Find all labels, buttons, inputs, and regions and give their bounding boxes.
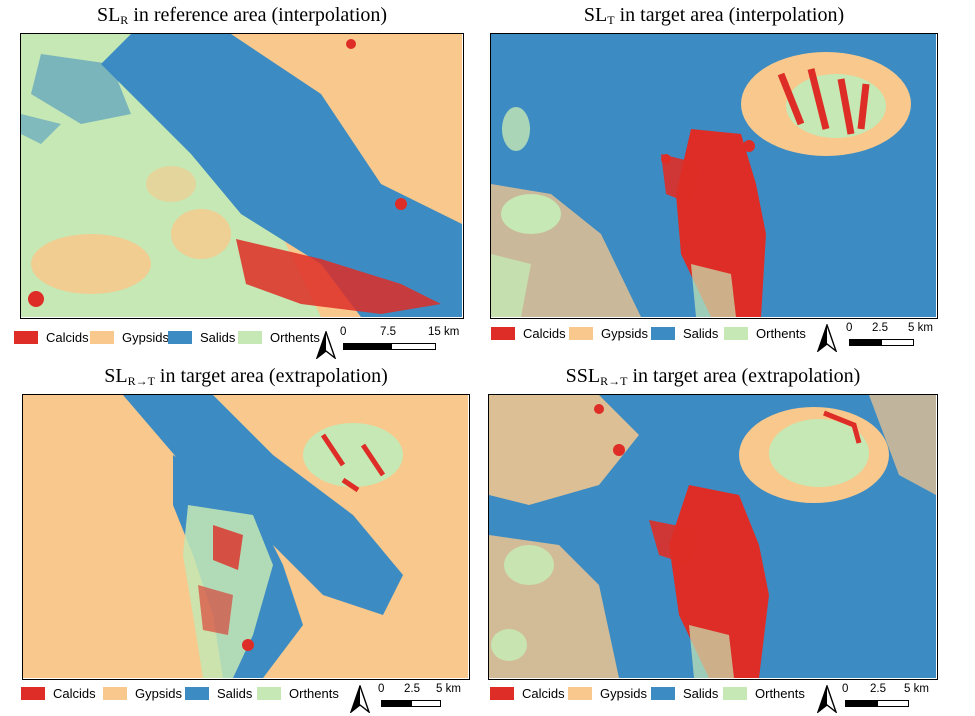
north-arrow-icon xyxy=(817,685,837,713)
panel-1-scale-bar: 0 7.5 15 km xyxy=(340,326,459,352)
panel-4-legend-gypsids: Gypsids xyxy=(568,686,647,701)
panel-2-legend-salids: Salids xyxy=(651,326,718,341)
panel-1-title: SLR in reference area (interpolation) xyxy=(96,4,388,27)
panel-2-title: SLT in target area (interpolation) xyxy=(583,4,845,27)
panel-1-map[interactable] xyxy=(20,33,464,319)
panel-1-legend-orthents: Orthents xyxy=(238,330,320,345)
orthents-swatch xyxy=(724,327,748,340)
north-arrow-icon xyxy=(817,324,837,352)
salids-swatch xyxy=(651,327,675,340)
calcids-swatch xyxy=(491,327,515,340)
salids-swatch xyxy=(168,331,192,344)
panel-2-legend-orthents: Orthents xyxy=(724,326,806,341)
panel-1-legend-calcids: Calcids xyxy=(14,330,89,345)
panel-3-map[interactable] xyxy=(22,394,470,680)
panel-1-legend-salids: Salids xyxy=(168,330,235,345)
panel-4-legend-orthents: Orthents xyxy=(723,686,805,701)
panel-2-legend-calcids: Calcids xyxy=(491,326,566,341)
calcids-swatch xyxy=(490,687,514,700)
panel-2-scale-bar: 0 2.5 5 km xyxy=(846,322,938,348)
panel-4-scale-bar: 0 2.5 5 km xyxy=(842,683,938,709)
orthents-swatch xyxy=(257,687,281,700)
gypsids-swatch xyxy=(569,327,593,340)
gypsids-swatch xyxy=(568,687,592,700)
panel-3-legend-orthents: Orthents xyxy=(257,686,339,701)
panel-2-legend-gypsids: Gypsids xyxy=(569,326,648,341)
orthents-swatch xyxy=(238,331,262,344)
panel-4-title: SSLR→T in target area (extrapolation) xyxy=(565,365,861,388)
panel-4-legend-salids: Salids xyxy=(651,686,718,701)
panel-3-scale-bar: 0 2.5 5 km xyxy=(378,683,470,709)
calcids-swatch xyxy=(21,687,45,700)
calcids-swatch xyxy=(14,331,38,344)
panel-3-title: SLR→T in target area (extrapolation) xyxy=(104,365,388,388)
panel-3-legend-calcids: Calcids xyxy=(21,686,96,701)
gypsids-swatch xyxy=(90,331,114,344)
gypsids-swatch xyxy=(103,687,127,700)
panel-4-map[interactable] xyxy=(488,394,938,680)
panel-2-map[interactable] xyxy=(490,33,938,319)
north-arrow-icon xyxy=(350,685,370,713)
salids-swatch xyxy=(185,687,209,700)
panel-4-legend-calcids: Calcids xyxy=(490,686,565,701)
salids-swatch xyxy=(651,687,675,700)
panel-1-legend-gypsids: Gypsids xyxy=(90,330,169,345)
panel-3-legend-salids: Salids xyxy=(185,686,252,701)
orthents-swatch xyxy=(723,687,747,700)
north-arrow-icon xyxy=(316,331,336,359)
panel-3-legend-gypsids: Gypsids xyxy=(103,686,182,701)
